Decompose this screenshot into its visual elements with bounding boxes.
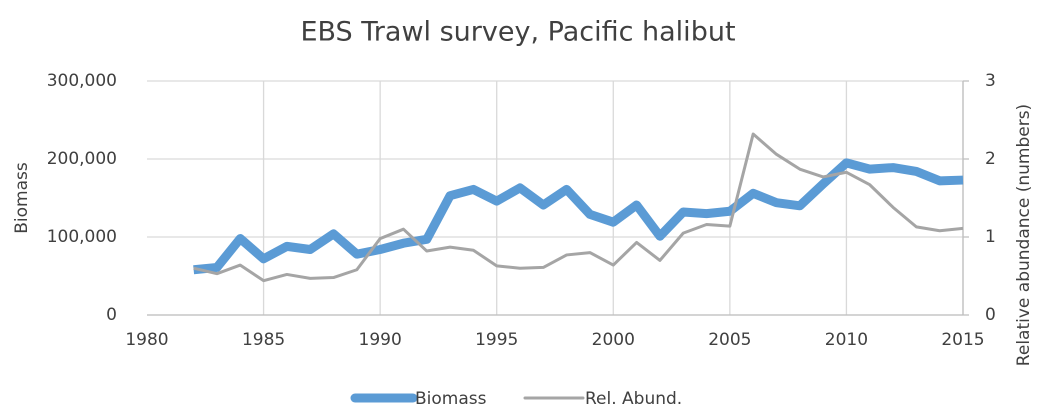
x-tick-label: 2015 bbox=[941, 330, 984, 350]
x-tick-label: 2010 bbox=[825, 330, 868, 350]
y2-tick-label: 2 bbox=[985, 149, 996, 169]
y-axis-label: Biomass bbox=[12, 162, 32, 234]
y-tick-label: 100,000 bbox=[47, 227, 117, 247]
x-tick-label: 1985 bbox=[242, 330, 285, 350]
y2-tick-label: 3 bbox=[985, 71, 996, 91]
legend-label: Rel. Abund. bbox=[585, 389, 682, 409]
y2-tick-label: 0 bbox=[985, 305, 996, 325]
y-tick-label: 0 bbox=[106, 305, 117, 325]
x-tick-label: 2000 bbox=[592, 330, 635, 350]
legend-label: Biomass bbox=[415, 389, 487, 409]
x-tick-label: 2005 bbox=[708, 330, 751, 350]
y-tick-label: 200,000 bbox=[47, 149, 117, 169]
x-tick-label: 1980 bbox=[125, 330, 168, 350]
data-line bbox=[193, 132, 964, 283]
x-tick-label: 1995 bbox=[475, 330, 518, 350]
x-tick-label: 1990 bbox=[359, 330, 402, 350]
chart-title: EBS Trawl survey, Pacific halibut bbox=[300, 17, 735, 48]
y2-tick-label: 1 bbox=[985, 227, 996, 247]
y-tick-label: 300,000 bbox=[47, 71, 117, 91]
y2-axis-label: Relative abundance (numbers) bbox=[1014, 104, 1034, 366]
